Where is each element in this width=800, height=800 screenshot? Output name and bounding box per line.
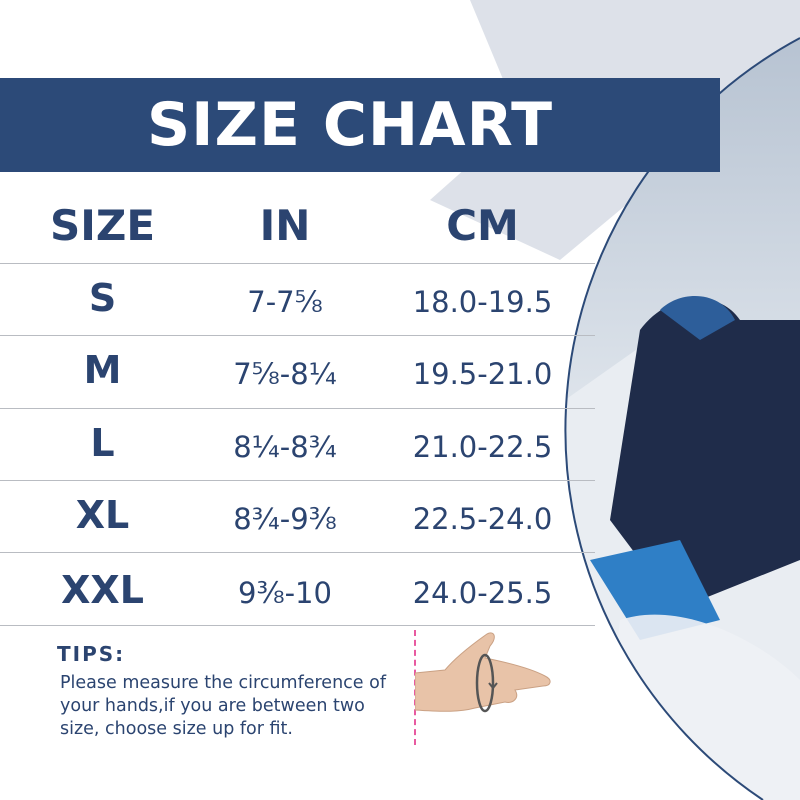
cm-cell: 18.0-19.5 bbox=[412, 285, 553, 319]
size-cell: M bbox=[83, 348, 122, 392]
cm-cell: 22.5-24.0 bbox=[412, 502, 553, 536]
header-cm: CM bbox=[446, 201, 519, 250]
divider bbox=[0, 625, 595, 626]
in-cell: 7⅝-8¼ bbox=[233, 357, 337, 391]
tips-body: Please measure the circumference of your… bbox=[60, 673, 386, 739]
in-cell: 8¾-9⅜ bbox=[233, 502, 337, 536]
divider bbox=[0, 552, 595, 553]
hand-measure-image bbox=[415, 632, 551, 713]
title-banner bbox=[0, 78, 720, 172]
divider bbox=[0, 480, 595, 481]
tips-title: TIPS: bbox=[57, 642, 126, 666]
page-title: SIZE CHART bbox=[146, 90, 554, 160]
in-cell: 9⅜-10 bbox=[238, 576, 332, 610]
size-cell: XL bbox=[75, 493, 130, 537]
divider bbox=[0, 408, 595, 409]
header-in: IN bbox=[259, 201, 311, 250]
cm-cell: 24.0-25.5 bbox=[412, 576, 553, 610]
size-cell: S bbox=[88, 276, 117, 320]
size-cell: L bbox=[90, 421, 115, 465]
in-cell: 7-7⅝ bbox=[247, 285, 323, 319]
header-size: SIZE bbox=[49, 201, 156, 250]
in-cell: 8¼-8¾ bbox=[233, 430, 337, 464]
divider bbox=[0, 263, 595, 264]
size-cell: XXL bbox=[61, 568, 144, 612]
cm-cell: 19.5-21.0 bbox=[412, 357, 553, 391]
cm-cell: 21.0-22.5 bbox=[412, 430, 553, 464]
divider bbox=[0, 335, 595, 336]
